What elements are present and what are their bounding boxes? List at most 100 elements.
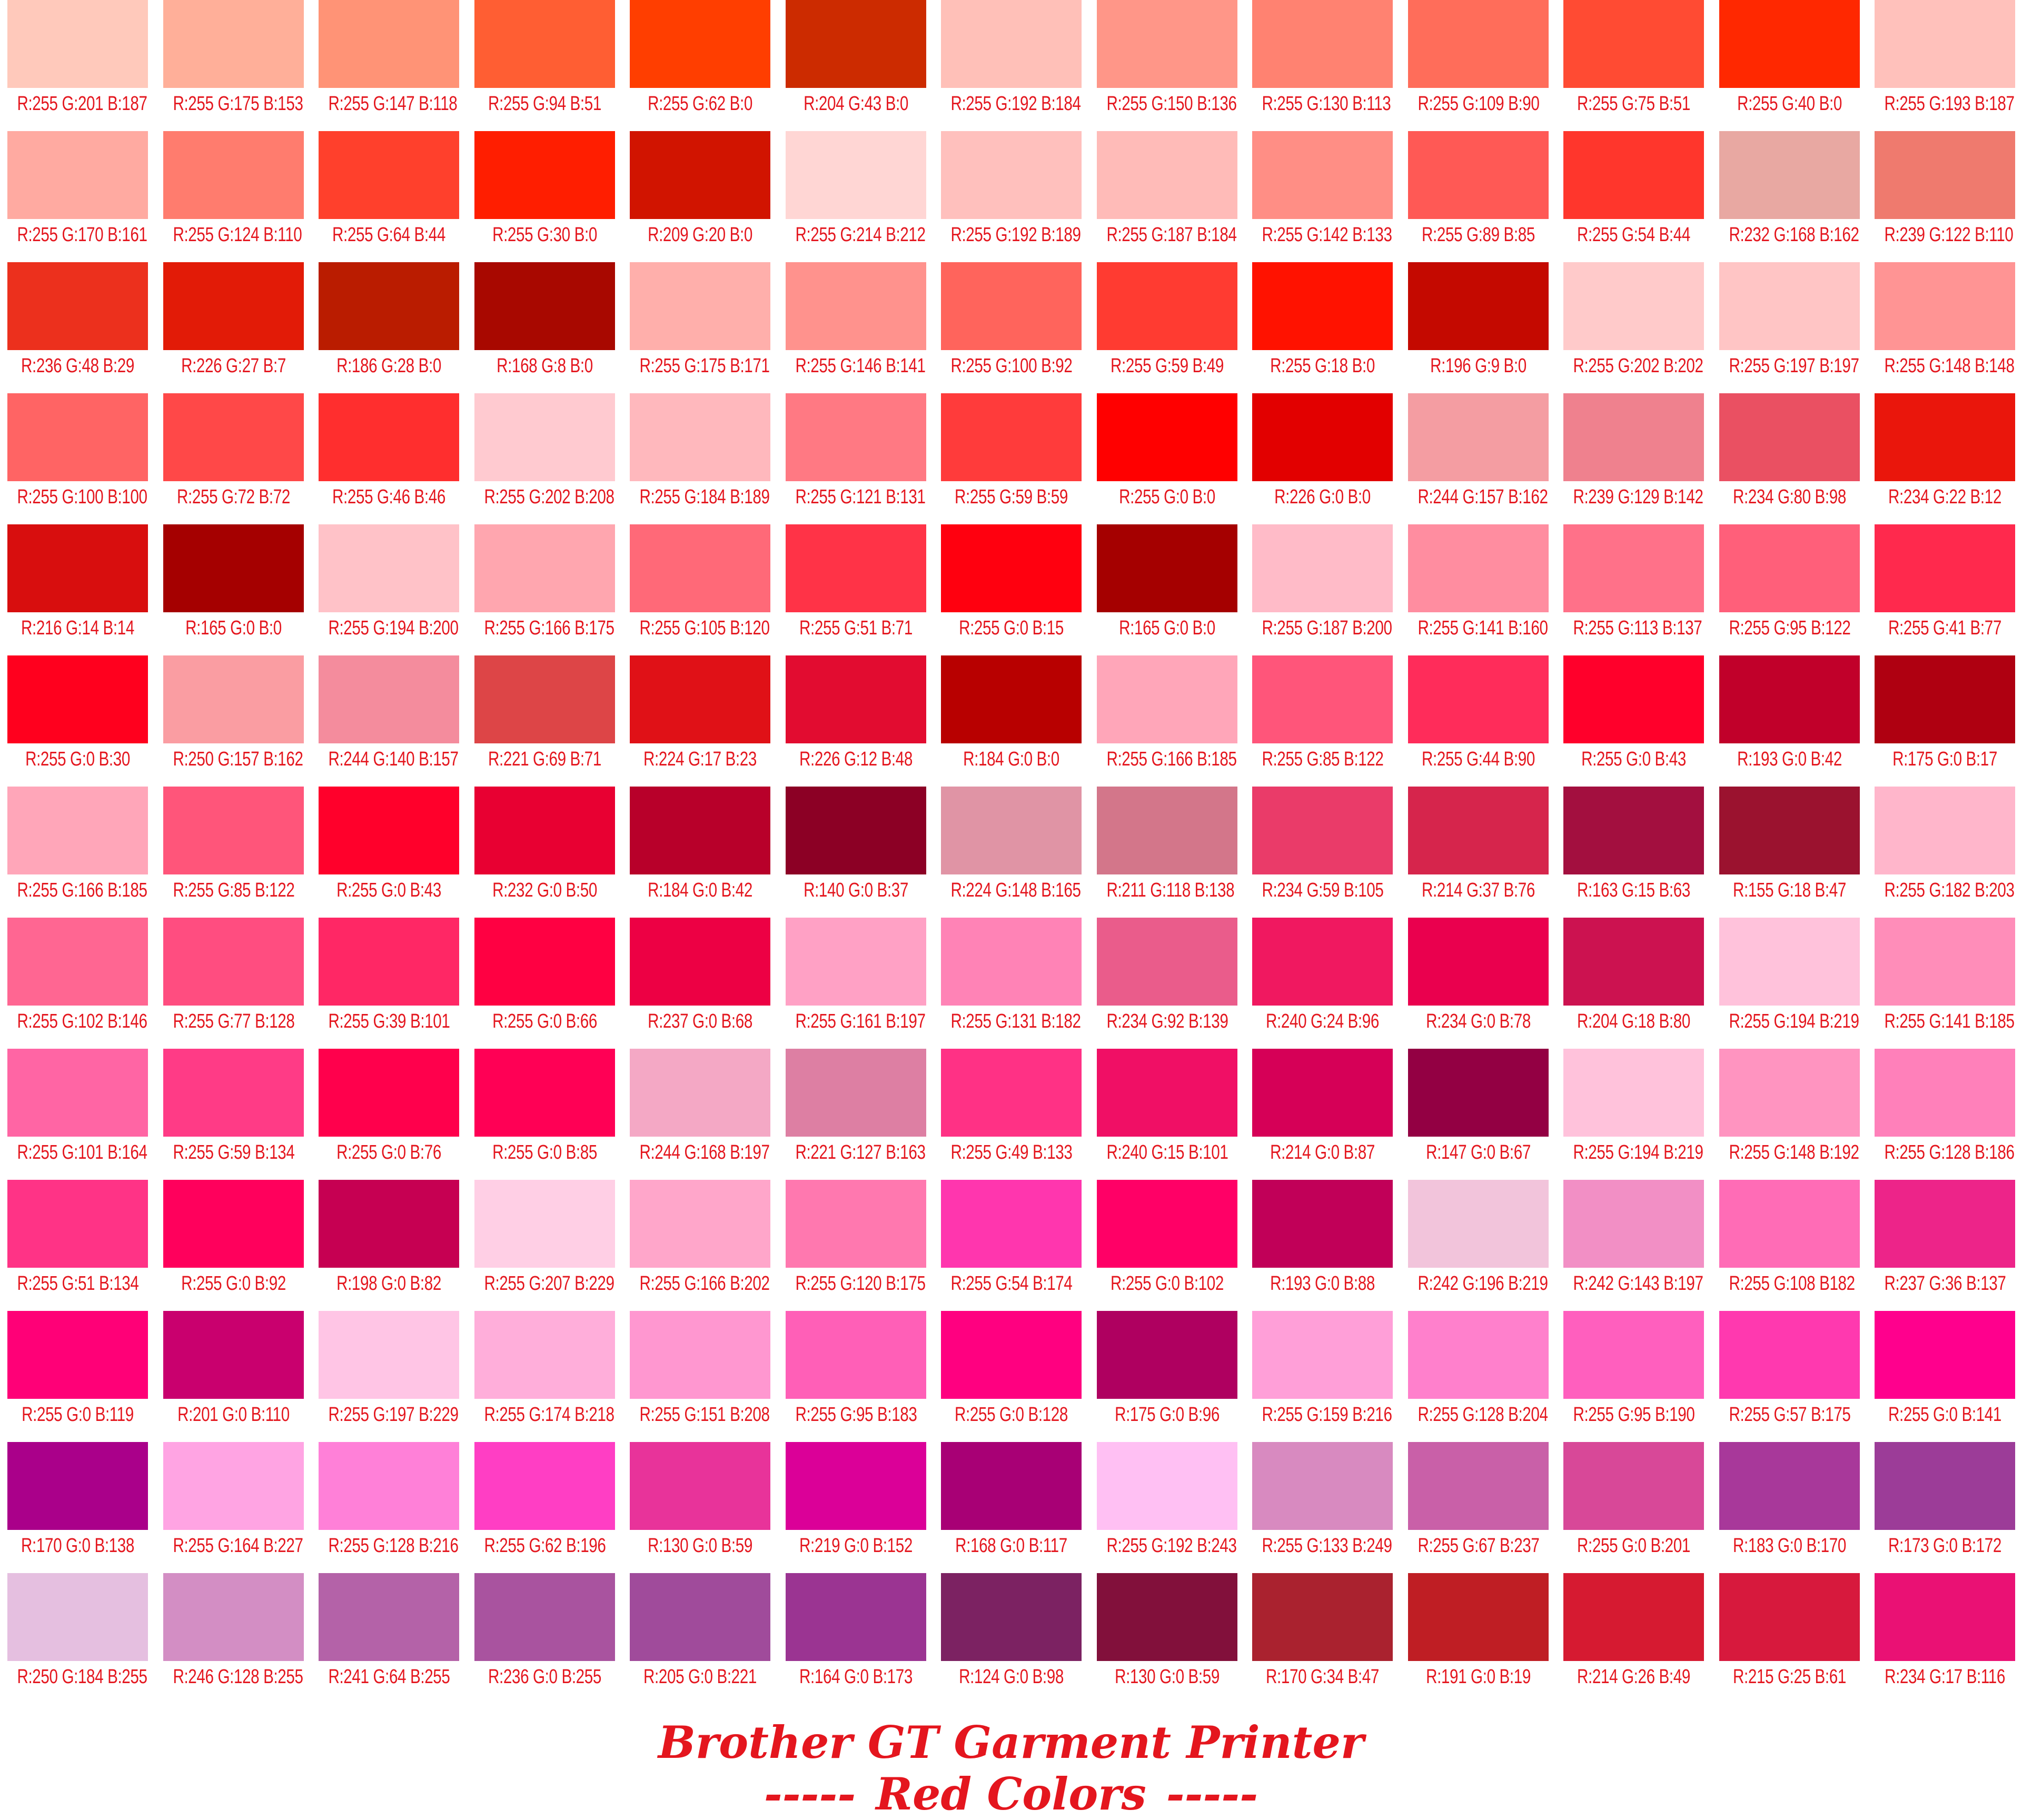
color-swatch-cell: R:255 G:182 B:203 bbox=[1867, 787, 2022, 918]
color-swatch bbox=[1563, 918, 1704, 1006]
color-swatch-cell: R:255 G:0 B:76 bbox=[311, 1049, 467, 1180]
color-swatch-label: R:255 G:62 B:196 bbox=[484, 1535, 606, 1557]
color-swatch bbox=[7, 1311, 148, 1399]
color-swatch-cell: R:255 G:192 B:184 bbox=[934, 0, 1089, 131]
color-swatch bbox=[941, 1573, 1082, 1661]
color-swatch bbox=[163, 1049, 304, 1137]
color-swatch-cell: R:255 G:0 B:128 bbox=[934, 1311, 1089, 1442]
color-swatch-cell: R:140 G:0 B:37 bbox=[778, 787, 934, 918]
color-swatch-label: R:165 G:0 B:0 bbox=[1119, 617, 1215, 639]
color-swatch-label: R:184 G:0 B:0 bbox=[963, 748, 1059, 770]
color-swatch-label: R:224 G:148 B:165 bbox=[950, 879, 1081, 901]
color-swatch-cell: R:184 G:0 B:0 bbox=[934, 655, 1089, 787]
color-swatch bbox=[941, 918, 1082, 1006]
color-swatch-label: R:124 G:0 B:98 bbox=[959, 1666, 1064, 1688]
color-swatch bbox=[630, 393, 770, 481]
color-swatch bbox=[1097, 918, 1237, 1006]
color-swatch bbox=[1252, 393, 1393, 481]
color-swatch-cell: R:170 G:34 B:47 bbox=[1245, 1573, 1400, 1704]
color-swatch bbox=[941, 262, 1082, 350]
color-swatch-cell: R:175 G:0 B:96 bbox=[1089, 1311, 1245, 1442]
color-swatch bbox=[1097, 1573, 1237, 1661]
color-swatch bbox=[7, 1573, 148, 1661]
color-swatch-cell: R:244 G:168 B:197 bbox=[622, 1049, 778, 1180]
color-swatch-cell: R:214 G:0 B:87 bbox=[1245, 1049, 1400, 1180]
color-swatch-label: R:255 G:193 B:187 bbox=[1884, 93, 2015, 115]
color-swatch bbox=[163, 0, 304, 88]
color-swatch-cell: R:255 G:30 B:0 bbox=[467, 131, 622, 262]
color-swatch-label: R:168 G:8 B:0 bbox=[497, 355, 593, 377]
color-swatch-label: R:226 G:27 B:7 bbox=[181, 355, 286, 377]
color-swatch bbox=[474, 524, 615, 612]
color-swatch bbox=[1097, 655, 1237, 743]
dashes-left: ----- bbox=[764, 1768, 856, 1820]
color-swatch bbox=[1097, 131, 1237, 219]
color-swatch bbox=[1408, 1442, 1549, 1530]
color-swatch-cell: R:255 G:201 B:187 bbox=[0, 0, 155, 131]
color-swatch bbox=[630, 1442, 770, 1530]
color-swatch-cell: R:124 G:0 B:98 bbox=[934, 1573, 1089, 1704]
color-swatch-cell: R:168 G:8 B:0 bbox=[467, 262, 622, 393]
color-swatch-cell: R:255 G:95 B:122 bbox=[1712, 524, 1867, 655]
color-swatch bbox=[1563, 1311, 1704, 1399]
color-swatch-label: R:255 G:164 B:227 bbox=[173, 1535, 303, 1557]
color-swatch-cell: R:232 G:0 B:50 bbox=[467, 787, 622, 918]
color-swatch-label: R:255 G:54 B:174 bbox=[950, 1272, 1073, 1295]
color-swatch-label: R:255 G:95 B:190 bbox=[1573, 1404, 1695, 1426]
color-swatch-label: R:155 G:18 B:47 bbox=[1733, 879, 1846, 901]
color-swatch-label: R:255 G:133 B:249 bbox=[1262, 1535, 1392, 1557]
color-swatch bbox=[630, 524, 770, 612]
color-swatch-cell: R:255 G:130 B:113 bbox=[1245, 0, 1400, 131]
color-swatch-cell: R:226 G:12 B:48 bbox=[778, 655, 934, 787]
color-swatch-label: R:255 G:187 B:184 bbox=[1106, 224, 1237, 246]
color-swatch bbox=[1408, 1049, 1549, 1137]
color-swatch bbox=[1097, 0, 1237, 88]
color-swatch-label: R:255 G:102 B:146 bbox=[17, 1010, 147, 1032]
color-swatch-cell: R:255 G:113 B:137 bbox=[1556, 524, 1711, 655]
color-swatch bbox=[1252, 787, 1393, 874]
color-swatch-cell: R:255 G:194 B:219 bbox=[1556, 1049, 1711, 1180]
color-swatch-label: R:234 G:92 B:139 bbox=[1106, 1010, 1228, 1032]
color-swatch-label: R:236 G:48 B:29 bbox=[21, 355, 134, 377]
color-swatch-cell: R:204 G:18 B:80 bbox=[1556, 918, 1711, 1049]
color-swatch-label: R:193 G:0 B:42 bbox=[1737, 748, 1842, 770]
color-swatch bbox=[1875, 0, 2015, 88]
color-swatch bbox=[1097, 1180, 1237, 1268]
color-swatch bbox=[630, 131, 770, 219]
color-swatch-label: R:170 G:34 B:47 bbox=[1266, 1666, 1379, 1688]
color-swatch-label: R:246 G:128 B:255 bbox=[173, 1666, 303, 1688]
color-swatch bbox=[474, 918, 615, 1006]
color-swatch bbox=[7, 1442, 148, 1530]
color-swatch-label: R:255 G:95 B:122 bbox=[1729, 617, 1851, 639]
color-swatch-label: R:255 G:161 B:197 bbox=[795, 1010, 926, 1032]
color-swatch bbox=[1719, 393, 1860, 481]
color-swatch bbox=[319, 787, 459, 874]
color-swatch bbox=[1875, 262, 2015, 350]
color-swatch-cell: R:216 G:14 B:14 bbox=[0, 524, 155, 655]
color-swatch-cell: R:168 G:0 B:117 bbox=[934, 1442, 1089, 1573]
color-swatch-label: R:255 G:0 B:30 bbox=[25, 748, 130, 770]
color-swatch bbox=[941, 1311, 1082, 1399]
color-swatch-cell: R:255 G:75 B:51 bbox=[1556, 0, 1711, 131]
color-swatch-label: R:193 G:0 B:88 bbox=[1270, 1272, 1375, 1295]
color-swatch-cell: R:255 G:192 B:189 bbox=[934, 131, 1089, 262]
color-swatch bbox=[1719, 1442, 1860, 1530]
color-swatch-label: R:255 G:202 B:208 bbox=[484, 486, 614, 508]
color-swatch-cell: R:255 G:0 B:66 bbox=[467, 918, 622, 1049]
color-swatch-label: R:255 G:0 B:141 bbox=[1888, 1404, 2001, 1426]
color-swatch bbox=[941, 1442, 1082, 1530]
color-swatch-label: R:240 G:15 B:101 bbox=[1106, 1141, 1228, 1163]
color-swatch-cell: R:211 G:118 B:138 bbox=[1089, 787, 1245, 918]
color-swatch-cell: R:255 G:0 B:201 bbox=[1556, 1442, 1711, 1573]
color-swatch bbox=[163, 393, 304, 481]
color-swatch bbox=[319, 1180, 459, 1268]
color-swatch bbox=[1719, 1049, 1860, 1137]
color-swatch-cell: R:221 G:127 B:163 bbox=[778, 1049, 934, 1180]
color-swatch-cell: R:236 G:48 B:29 bbox=[0, 262, 155, 393]
color-swatch-cell: R:215 G:25 B:61 bbox=[1712, 1573, 1867, 1704]
page-subtitle-line: ----- Red Colors ----- bbox=[0, 1769, 2022, 1819]
color-swatch-label: R:205 G:0 B:221 bbox=[643, 1666, 757, 1688]
color-swatch bbox=[1097, 787, 1237, 874]
color-swatch bbox=[474, 1573, 615, 1661]
color-swatch-label: R:255 G:40 B:0 bbox=[1737, 93, 1842, 115]
